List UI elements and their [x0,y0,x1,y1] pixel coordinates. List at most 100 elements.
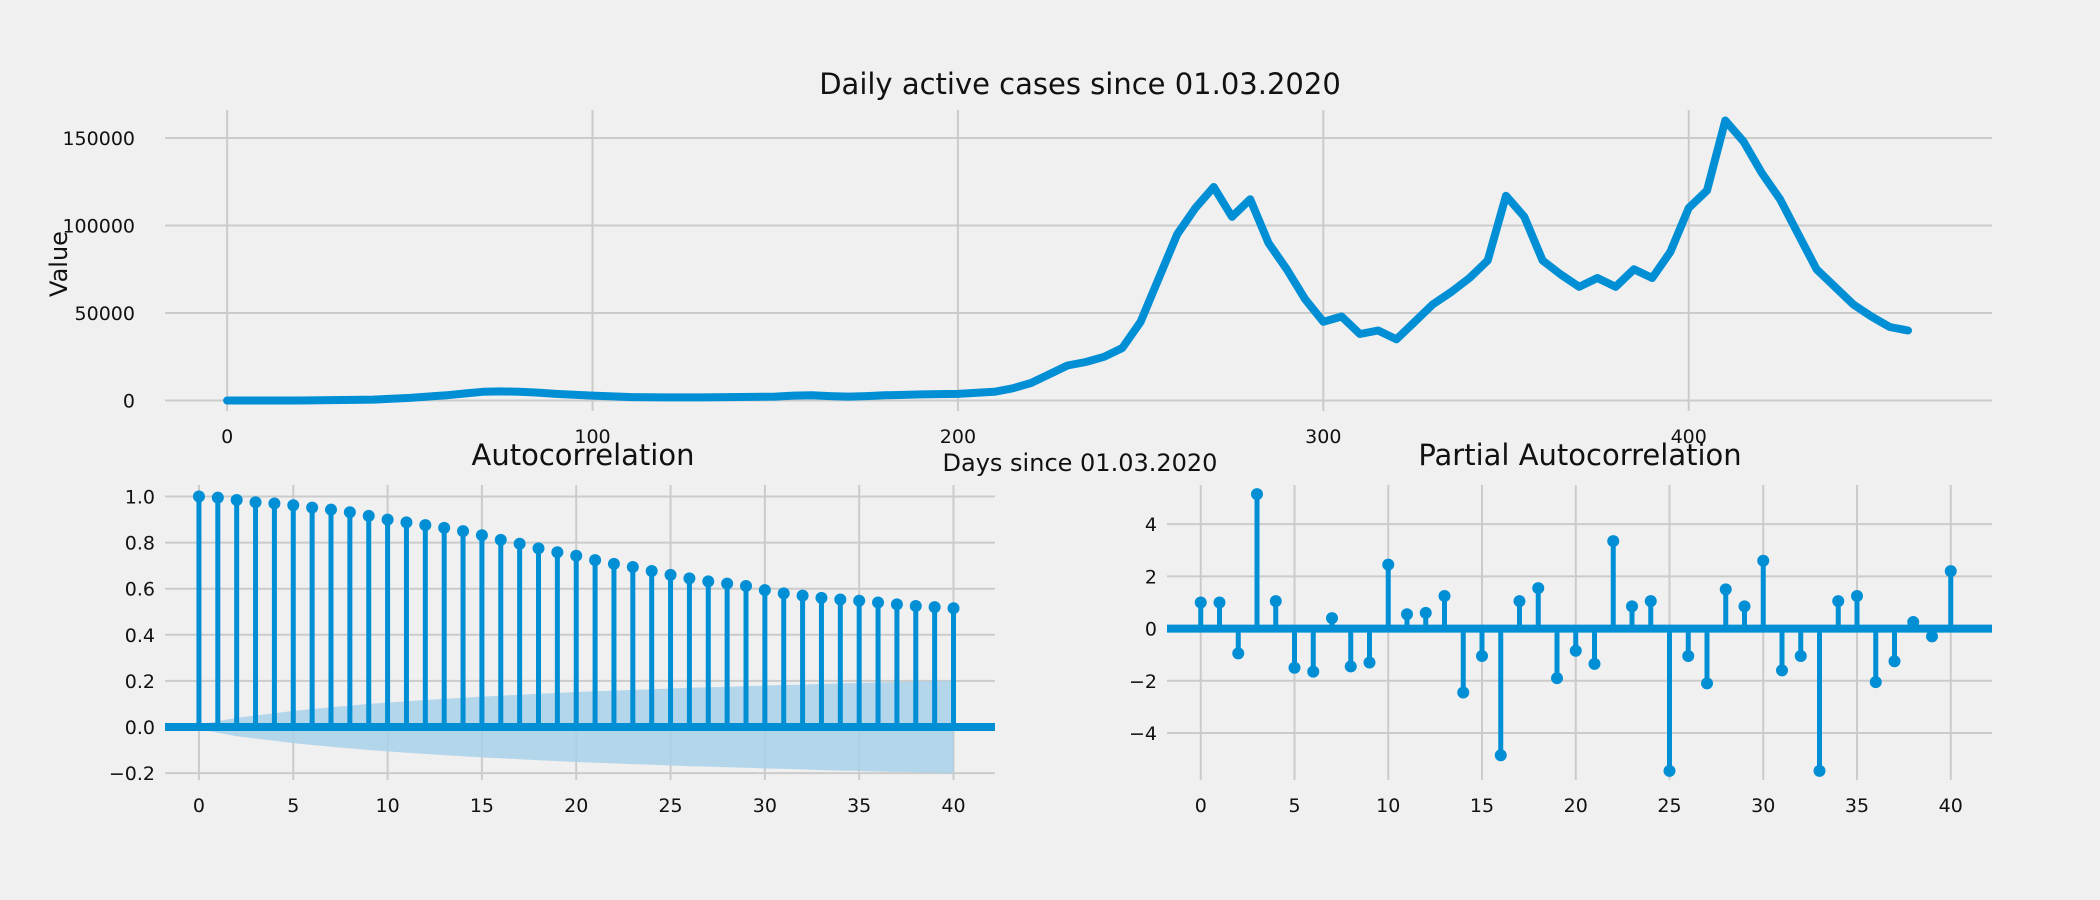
pacf-ytick-label: 0 [1145,619,1157,641]
acf-xtick-label: 15 [470,795,494,817]
acf-stems [165,490,995,731]
acf-point [381,513,394,526]
line-chart-xtick-label: 0 [221,426,233,448]
acf-point [362,509,375,522]
pacf-point [1888,655,1901,668]
acf-point [928,601,941,614]
pacf-point [1832,595,1845,608]
acf-point [306,501,319,514]
pacf-panel: 0 5 10 15 20 25 30 35 40 −4 −2 0 2 4 Partial Autocorr… [1129,438,1992,817]
acf-point [702,575,715,588]
pacf-xtick-label: 25 [1657,795,1681,817]
pacf-xtick-label: 20 [1564,795,1588,817]
line-chart-panel: 0 100 200 300 400 0 50000 100000 150000 Daily ac… [45,67,1992,477]
line-chart-xtick-label: 200 [940,426,976,448]
pacf-xtick-label: 15 [1470,795,1494,817]
acf-point [872,596,885,609]
line-chart-xlabel: Days since 01.03.2020 [943,449,1218,477]
pacf-point [1213,596,1226,609]
pacf-stems [1167,488,1992,777]
line-chart-ytick-label: 150000 [62,128,135,150]
acf-point [683,572,696,585]
acf-point [192,490,205,503]
pacf-point [1307,665,1320,678]
acf-point [475,529,488,542]
pacf-ytick-label: −4 [1129,723,1157,745]
acf-ytick-label: 0.4 [125,625,155,647]
pacf-xtick-label: 30 [1751,795,1775,817]
cases-line [223,116,1912,405]
pacf-point [1794,649,1807,662]
acf-point [853,594,866,607]
acf-ytick-label: 0.0 [125,717,155,739]
acf-point [589,554,602,567]
pacf-point [1869,676,1882,689]
acf-point [909,599,922,612]
pacf-xtick-label: 10 [1376,795,1400,817]
acf-point [551,546,564,559]
pacf-point [1551,672,1563,685]
acf-point [626,561,639,574]
acf-xtick-label: 30 [753,795,777,817]
pacf-point [1494,749,1507,762]
pacf-point [1476,649,1488,662]
pacf-point [1513,595,1526,608]
acf-point [343,506,356,519]
pacf-xtick-label: 35 [1845,795,1869,817]
acf-title: Autocorrelation [472,438,695,472]
acf-point [287,499,300,512]
acf-ytick-label: 0.8 [125,533,155,555]
acf-point [325,503,337,516]
line-chart-xtick-label: 300 [1305,426,1341,448]
pacf-point [1926,630,1938,643]
acf-xtick-label: 20 [564,795,588,817]
acf-point [890,598,903,611]
line-chart-xtick-label: 400 [1671,426,1707,448]
acf-point [834,593,847,606]
line-chart-ticks: 0 100 200 300 400 0 50000 100000 150000 [62,128,1706,448]
pacf-point [1569,644,1582,657]
acf-point [777,587,790,600]
acf-point [532,542,545,555]
pacf-point [1626,600,1638,613]
acf-point [494,533,507,546]
acf-xtick-label: 0 [193,795,205,817]
acf-point [457,525,470,538]
line-chart-ylabel: Value [45,231,73,297]
pacf-ticks: 0 5 10 15 20 25 30 35 40 −4 −2 0 2 4 [1129,514,1963,817]
acf-xtick-label: 35 [847,795,871,817]
acf-ticks: 0 5 10 15 20 25 30 35 40 −0.2 0.0 0.2 0.4 0.6 0.8 1.0 [109,487,966,817]
line-chart-ytick-label: 0 [123,391,135,413]
pacf-point [1813,764,1826,777]
pacf-ytick-label: 4 [1145,514,1157,536]
acf-point [249,496,262,509]
pacf-point [1738,600,1751,613]
acf-point [400,516,413,529]
pacf-xtick-label: 5 [1288,795,1300,817]
acf-ytick-label: 1.0 [125,487,155,509]
pacf-point [1326,612,1338,625]
pacf-xtick-label: 0 [1195,795,1207,817]
acf-panel: 0 5 10 15 20 25 30 35 40 −0.2 0.0 0.2 0.4 0.6 0.8 1.0 A… [109,438,995,817]
pacf-title: Partial Autocorrelation [1418,438,1741,472]
acf-point [796,589,809,602]
pacf-xtick-label: 40 [1939,795,1963,817]
pacf-ytick-label: −2 [1129,671,1157,693]
pacf-point [1682,649,1695,662]
acf-point [438,521,451,534]
acf-point [740,579,752,592]
pacf-point [1288,661,1301,674]
pacf-point [1757,554,1770,567]
pacf-point [1438,589,1451,602]
pacf-point [1663,764,1676,777]
pacf-point [1532,582,1545,595]
pacf-ytick-label: 2 [1145,566,1157,588]
pacf-point [1851,589,1863,602]
acf-point [645,564,658,577]
acf-xtick-label: 5 [287,795,299,817]
pacf-point [1644,595,1657,608]
acf-point [721,577,734,590]
acf-point [664,568,677,581]
acf-point [570,549,583,562]
